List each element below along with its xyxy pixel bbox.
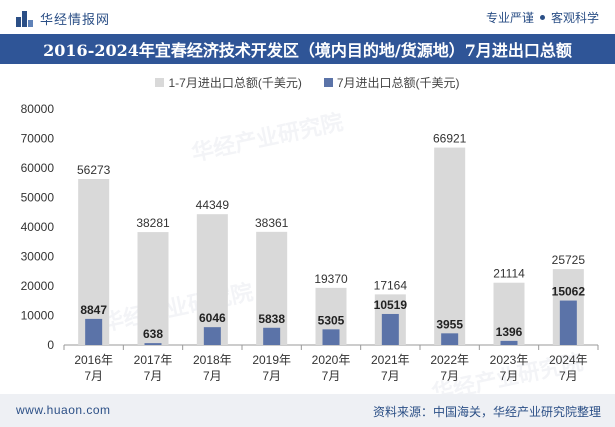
legend-label-cumulative: 1-7月进出口总额(千美元) [168, 75, 302, 90]
data-label-cumulative: 19370 [314, 272, 348, 286]
tagline-right: 客观科学 [550, 11, 599, 25]
x-tick-label: 2019年 7月 [252, 353, 291, 383]
x-tick-label: 2023年 7月 [490, 353, 529, 383]
x-tick-label: 2020年 7月 [312, 353, 351, 383]
bar-month [203, 327, 221, 345]
bar-cumulative [256, 231, 288, 345]
data-label-cumulative: 21114 [493, 267, 525, 281]
y-tick-label: 20000 [21, 279, 55, 293]
x-tick-label-line: 7月 [262, 369, 281, 383]
footer-site: www.huaon.com [16, 403, 111, 417]
y-tick-label: 80000 [21, 102, 55, 116]
legend-item-cumulative: 1-7月进出口总额(千美元) [155, 72, 302, 92]
x-tick-label-line: 2019年 [252, 353, 291, 367]
bar-cumulative [196, 214, 228, 345]
legend-swatch-month [323, 77, 333, 87]
data-label-cumulative: 66921 [433, 132, 467, 146]
data-label-cumulative: 56273 [77, 163, 111, 177]
x-tick-label-line: 7月 [559, 369, 578, 383]
y-tick-label: 50000 [21, 191, 55, 205]
data-label-cumulative: 44349 [196, 198, 230, 212]
logo-icon [16, 10, 34, 27]
legend-label-month: 7月进出口总额(千美元) [336, 75, 460, 90]
data-label-month: 638 [143, 327, 163, 341]
x-tick-label: 2018年 7月 [193, 353, 232, 383]
data-label-month: 10519 [374, 298, 408, 312]
legend-swatch-cumulative [155, 77, 165, 87]
bar-cumulative [493, 282, 525, 345]
x-tick-label: 2021年 7月 [371, 353, 410, 383]
x-tick-label: 2022年 7月 [430, 353, 469, 383]
bar-month [85, 318, 103, 345]
data-label-month: 5838 [258, 312, 285, 326]
bar-month [322, 329, 340, 345]
tagline: 专业严谨 客观科学 [486, 9, 599, 26]
x-tick-label-line: 2020年 [312, 353, 351, 367]
tagline-left: 专业严谨 [485, 11, 534, 25]
data-label-cumulative: 17164 [374, 278, 408, 292]
chart-title: 2016-2024年宜春经济技术开发区（境内目的地/货源地）7月进出口总额 [0, 34, 615, 64]
top-bar: 华经情报网 专业严谨 客观科学 [0, 0, 615, 34]
y-tick-label: 30000 [21, 250, 55, 264]
x-tick-label: 2016年 7月 [74, 353, 113, 383]
data-label-cumulative: 38281 [136, 216, 170, 230]
bar-month [381, 313, 399, 345]
x-tick-label-line: 7月 [381, 369, 400, 383]
x-tick-label-line: 2016年 [74, 353, 113, 367]
y-tick-label: 40000 [21, 220, 55, 234]
x-tick-label-line: 7月 [144, 369, 163, 383]
y-tick-label: 60000 [21, 161, 55, 175]
data-label-month: 6046 [199, 311, 226, 325]
footer: www.huaon.com 资料来源：中国海关，华经产业研究院整理 [0, 394, 615, 427]
bar-month [500, 340, 518, 345]
x-tick-label-line: 7月 [203, 369, 222, 383]
data-label-month: 1396 [496, 325, 523, 339]
legend: 1-7月进出口总额(千美元) 7月进出口总额(千美元) [0, 72, 615, 92]
x-tick-label-line: 7月 [84, 369, 103, 383]
logo: 华经情报网 [16, 9, 110, 28]
x-tick-label-line: 7月 [322, 369, 341, 383]
x-tick-label-line: 2018年 [193, 353, 232, 367]
x-tick-label-line: 2023年 [490, 353, 529, 367]
logo-text: 华经情报网 [40, 12, 111, 27]
bar-month [144, 343, 162, 345]
x-tick-label-line: 7月 [500, 369, 519, 383]
data-label-month: 8847 [80, 303, 107, 317]
x-tick-label-line: 2022年 [430, 353, 469, 367]
legend-item-month: 7月进出口总额(千美元) [323, 72, 460, 92]
bar-chart: 0 10000 20000 30000 40000 50000 60000 70000 8000… [21, 102, 599, 383]
bar-cumulative [78, 178, 110, 345]
data-label-cumulative: 38361 [255, 216, 289, 230]
y-tick-label: 0 [47, 338, 54, 352]
x-tick-label-line: 2024年 [549, 353, 588, 367]
data-label-cumulative: 25725 [552, 253, 586, 267]
bullet-icon [539, 15, 545, 20]
bar-month [263, 327, 281, 345]
x-tick-label: 2024年 7月 [549, 353, 588, 383]
bar-cumulative [137, 232, 169, 345]
y-tick-label: 70000 [21, 132, 55, 146]
x-tick-label: 2017年 7月 [134, 353, 173, 383]
data-label-month: 15062 [552, 285, 586, 299]
bar-month [559, 300, 577, 345]
x-tick-label-line: 2017年 [134, 353, 173, 367]
bar-cumulative [434, 147, 466, 345]
bar-month [441, 333, 459, 345]
y-tick-label: 10000 [21, 309, 55, 323]
data-label-month: 5305 [318, 313, 345, 327]
x-tick-label-line: 2021年 [371, 353, 410, 367]
footer-source: 资料来源：中国海关，华经产业研究院整理 [372, 405, 601, 419]
x-tick-label-line: 7月 [440, 369, 459, 383]
data-label-month: 3955 [436, 317, 463, 331]
